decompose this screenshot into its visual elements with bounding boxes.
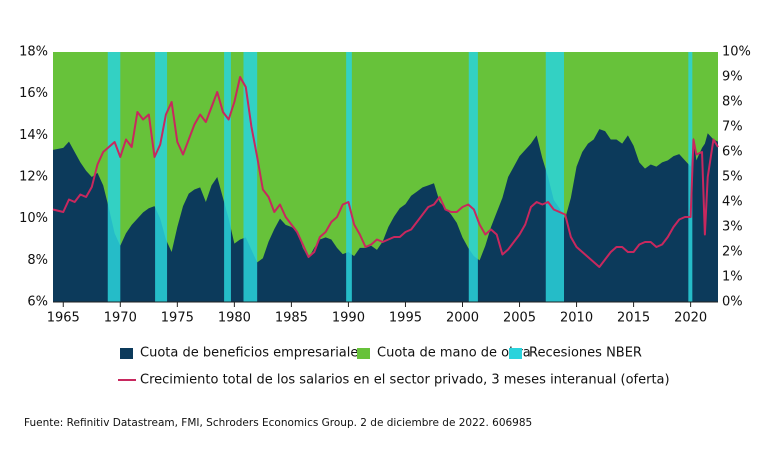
y2-tick-label: 0% [722,295,743,310]
legend-label: Recesiones NBER [529,346,642,361]
y2-tick-label: 2% [722,245,743,260]
legend-swatch [357,348,370,359]
legend-label: Cuota de mano de obra [377,346,531,361]
x-tick-label: 1995 [389,311,422,326]
source-note: Fuente: Refinitiv Datastream, FMI, Schro… [24,417,532,429]
x-tick-label: 1965 [47,311,80,326]
legend-swatch [509,348,522,359]
x-tick-label: 2010 [560,311,593,326]
x-tick-label: 2005 [503,311,536,326]
recession-band [545,52,565,302]
y2-tick-label: 10% [722,45,751,60]
legend-swatch [120,348,133,359]
x-tick-label: 2000 [446,311,479,326]
wage-growth-line [52,76,719,268]
recession-band [243,52,258,302]
y2-tick-label: 6% [722,145,743,160]
y-tick-label: 18% [19,45,48,60]
x-tick-label: 1980 [218,311,251,326]
y2-tick-label: 1% [722,270,743,285]
y-tick-label: 6% [27,295,48,310]
recession-band [688,52,693,302]
recession-band [107,52,121,302]
y2-tick-label: 4% [722,195,743,210]
x-tick-label: 2020 [674,311,707,326]
x-tick-label: 1985 [275,311,308,326]
x-tick-label: 1975 [161,311,194,326]
y-tick-label: 10% [19,211,48,226]
y-tick-label: 8% [27,253,48,268]
recession-band [346,52,352,302]
y2-tick-label: 5% [722,170,743,185]
y-tick-label: 16% [19,86,48,101]
recession-band [224,52,231,302]
x-tick-label: 2015 [617,311,650,326]
x-tick-label: 1970 [104,311,137,326]
x-tick-label: 1990 [332,311,365,326]
y2-tick-label: 3% [722,220,743,235]
recession-band [155,52,168,302]
recession-band [468,52,478,302]
y-tick-label: 12% [19,170,48,185]
y2-tick-label: 9% [722,70,743,85]
legend-label: Cuota de beneficios empresariales [140,346,365,361]
legend-label: Crecimiento total de los salarios en el … [140,373,670,388]
y2-tick-label: 8% [722,95,743,110]
y-tick-label: 14% [19,128,48,143]
y2-tick-label: 7% [722,120,743,135]
